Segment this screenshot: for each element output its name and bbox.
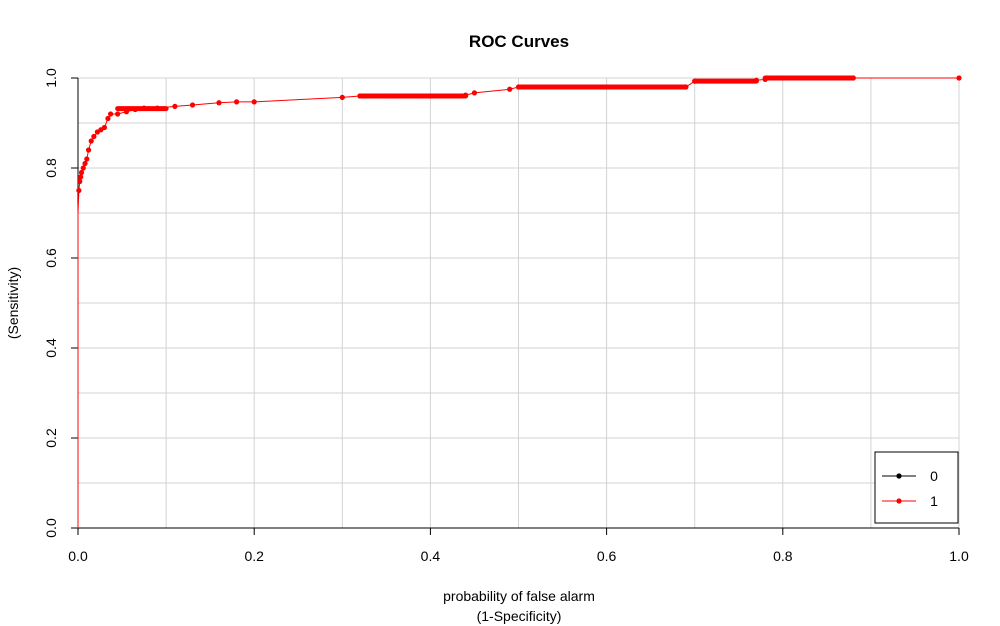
y-tick-label: 1.0: [43, 68, 59, 88]
roc-point: [115, 111, 121, 117]
series-layer: [76, 75, 962, 528]
y-tick-label: 0.4: [43, 338, 59, 358]
roc-point: [84, 156, 90, 162]
x-tick-label: 0.0: [68, 548, 88, 564]
roc-point: [78, 174, 84, 180]
roc-point: [78, 169, 85, 176]
roc-point: [76, 187, 82, 194]
roc-point: [85, 147, 92, 153]
y-tick-label: 0.0: [43, 518, 59, 538]
x-tick-label: 0.4: [421, 548, 441, 564]
roc-point: [88, 138, 94, 144]
y-tick-label: 0.8: [43, 158, 59, 178]
roc-point: [216, 100, 222, 106]
roc-point: [339, 94, 345, 100]
roc-point: [107, 111, 114, 117]
chart-title: ROC Curves: [469, 32, 569, 51]
roc-point: [91, 133, 97, 140]
roc-point: [77, 178, 83, 185]
x-tick-label: 0.2: [244, 548, 264, 564]
y-tick-label: 0.6: [43, 248, 59, 268]
roc-point: [105, 115, 111, 122]
y-tick-label: 0.2: [43, 428, 59, 448]
axes: 0.0 0.2 0.4 0.6 0.8 1.0 0.0 0.2 0.4 0.6 0.8 1.0: [43, 68, 969, 564]
x-tick-label: 0.8: [773, 548, 793, 564]
legend: 01: [874, 451, 959, 524]
legend-label-1: 1: [930, 493, 938, 509]
y-axis-label-sub: (Sensitivity): [5, 267, 21, 339]
roc-point: [251, 99, 257, 105]
roc-point: [233, 99, 240, 105]
roc-point: [101, 124, 108, 131]
roc-point: [80, 165, 86, 171]
x-axis-label-sub: (1-Specificity): [477, 608, 562, 624]
roc-point: [471, 90, 478, 96]
roc-point: [82, 160, 88, 167]
grid-lines: [77, 77, 960, 529]
legend-box: [874, 451, 959, 524]
legend-label-0: 0: [930, 468, 938, 484]
legend-marker-0: [896, 473, 902, 479]
roc-point: [172, 103, 178, 109]
x-tick-label: 1.0: [949, 548, 969, 564]
x-axis-label: probability of false alarm: [443, 588, 595, 604]
x-tick-label: 0.6: [597, 548, 617, 564]
roc-point: [507, 86, 513, 92]
legend-marker-1: [896, 498, 902, 504]
roc-point: [189, 102, 196, 108]
roc-point: [956, 75, 962, 81]
